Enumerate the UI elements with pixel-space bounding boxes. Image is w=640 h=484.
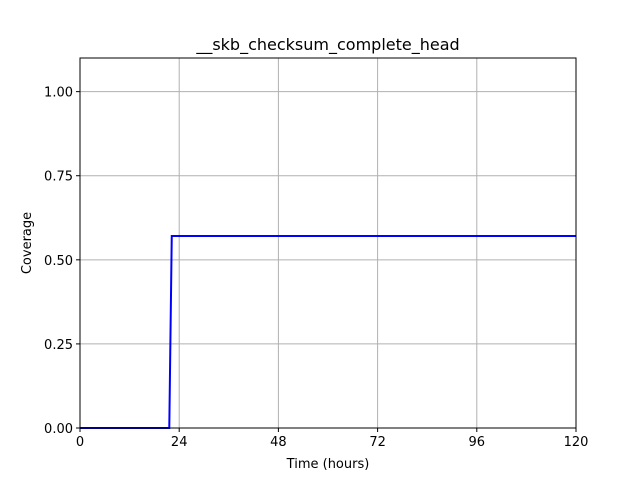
y-tick-label: 0.25: [44, 338, 73, 353]
x-tick-label: 96: [469, 435, 486, 450]
plot-frame: [79, 57, 577, 429]
x-tick-label: 24: [171, 435, 188, 450]
y-tick-label: 1.00: [44, 86, 73, 101]
axis-ticks: 0 24 48 72 96 120 0.00 0.25 0.50 0.75 1.00: [44, 86, 588, 450]
y-tick-label: 0.50: [44, 254, 73, 269]
y-tick-label: 0.00: [44, 422, 73, 437]
y-tick-label: 0.75: [44, 170, 73, 185]
x-axis-label: Time (hours): [286, 457, 370, 472]
x-tick-label: 120: [564, 435, 589, 450]
x-tick-label: 48: [270, 435, 287, 450]
y-axis-label: Coverage: [20, 212, 35, 274]
x-tick-label: 0: [76, 435, 84, 450]
x-tick-label: 72: [369, 435, 386, 450]
chart-title: __skb_checksum_complete_head: [195, 35, 459, 55]
